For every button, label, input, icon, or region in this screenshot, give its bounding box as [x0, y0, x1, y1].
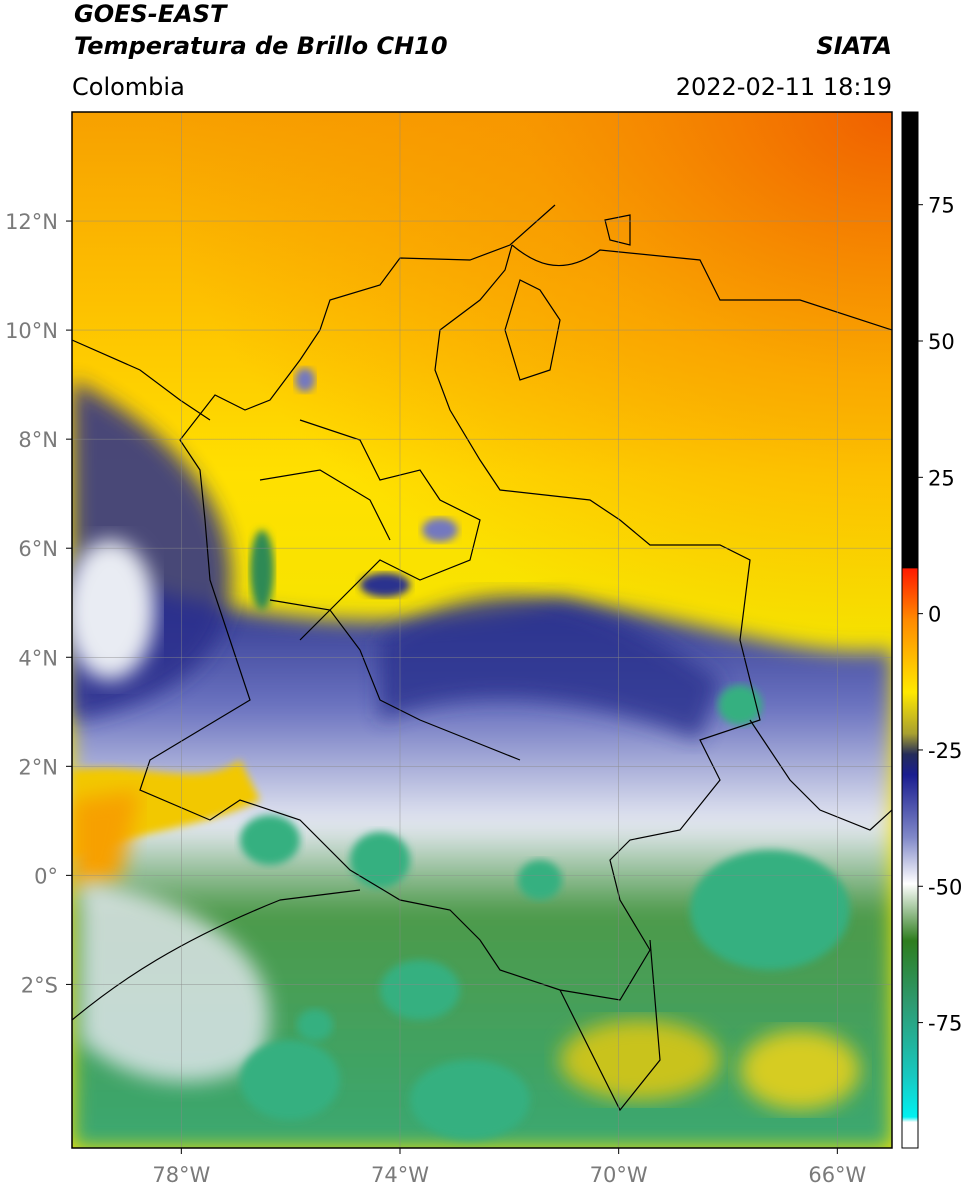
lat-tick-label: 10°N: [5, 319, 58, 343]
colorbar: [901, 111, 919, 1149]
lat-tick-label: 2°N: [18, 755, 58, 779]
agency: SIATA: [816, 32, 892, 60]
colorbar-tick-label: 75: [928, 194, 955, 218]
lon-tick-label: 70°W: [590, 1163, 648, 1187]
colorbar-tick-label: 25: [928, 466, 955, 490]
lon-tick-label: 78°W: [152, 1163, 210, 1187]
colorbar-tick-label: -50: [928, 875, 962, 899]
region: Colombia: [72, 73, 185, 101]
colorbar-tick-label: -25: [928, 739, 962, 763]
lat-tick-label: 12°N: [5, 210, 58, 234]
lon-tick-label: 74°W: [371, 1163, 429, 1187]
lon-tick-label: 66°W: [808, 1163, 866, 1187]
product: Temperatura de Brillo CH10: [74, 32, 448, 60]
satellite: GOES-EAST: [74, 0, 228, 28]
colorbar-tick-label: -75: [928, 1012, 962, 1036]
colorbar-tick-label: 0: [928, 603, 941, 627]
grid: [72, 112, 892, 1148]
lat-tick-label: 8°N: [18, 428, 58, 452]
colorbar-tick-label: 50: [928, 330, 955, 354]
lat-tick-label: 4°N: [18, 646, 58, 670]
lat-tick-label: 6°N: [18, 537, 58, 561]
lat-tick-label: 0°: [34, 864, 58, 888]
map-frame: [71, 111, 893, 1149]
lat-tick-label: 2°S: [21, 973, 58, 997]
borders: [72, 204, 892, 1112]
satellite-image: [72, 112, 892, 1148]
datetime: 2022-02-11 18:19: [676, 73, 892, 101]
